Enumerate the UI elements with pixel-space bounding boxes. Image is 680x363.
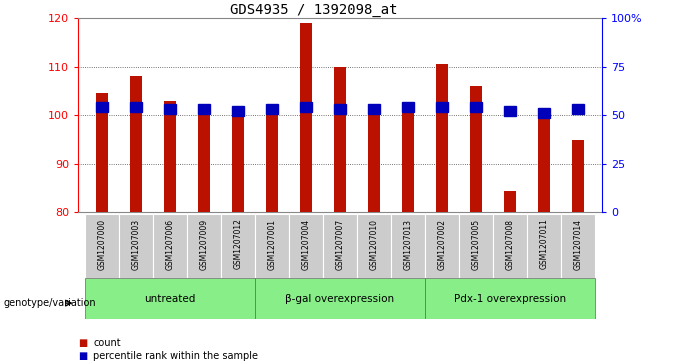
FancyBboxPatch shape xyxy=(255,278,425,319)
FancyBboxPatch shape xyxy=(85,278,255,319)
Text: untreated: untreated xyxy=(144,294,196,303)
Bar xyxy=(470,86,482,212)
Text: GSM1207008: GSM1207008 xyxy=(505,219,515,270)
FancyBboxPatch shape xyxy=(561,214,595,278)
Text: GSM1207011: GSM1207011 xyxy=(539,219,549,269)
Bar xyxy=(368,106,380,212)
Bar xyxy=(402,103,414,212)
FancyBboxPatch shape xyxy=(425,278,595,319)
Text: count: count xyxy=(93,338,121,348)
Bar xyxy=(334,104,346,114)
Bar xyxy=(130,102,142,112)
Bar xyxy=(334,67,346,212)
FancyBboxPatch shape xyxy=(459,214,493,278)
Bar xyxy=(538,108,550,118)
Text: GSM1207010: GSM1207010 xyxy=(369,219,379,270)
FancyBboxPatch shape xyxy=(425,214,459,278)
Bar xyxy=(130,76,142,212)
FancyBboxPatch shape xyxy=(323,214,357,278)
FancyBboxPatch shape xyxy=(357,214,391,278)
Bar xyxy=(436,64,448,212)
Bar xyxy=(266,104,278,114)
Text: GSM1207004: GSM1207004 xyxy=(301,219,311,270)
Bar xyxy=(164,101,176,212)
Text: GSM1207012: GSM1207012 xyxy=(233,219,243,269)
Text: ■: ■ xyxy=(78,351,88,361)
FancyBboxPatch shape xyxy=(119,214,153,278)
Bar xyxy=(266,108,278,212)
Bar xyxy=(300,23,312,212)
Bar xyxy=(96,102,108,112)
Bar xyxy=(402,102,414,112)
Text: GSM1207009: GSM1207009 xyxy=(199,219,209,270)
Bar xyxy=(538,108,550,212)
FancyBboxPatch shape xyxy=(221,214,255,278)
Bar xyxy=(96,93,108,212)
Bar xyxy=(504,106,516,116)
Bar xyxy=(198,115,210,212)
Text: ■: ■ xyxy=(78,338,88,348)
FancyBboxPatch shape xyxy=(527,214,561,278)
FancyBboxPatch shape xyxy=(153,214,187,278)
Text: GSM1207007: GSM1207007 xyxy=(335,219,345,270)
Text: GSM1207006: GSM1207006 xyxy=(165,219,175,270)
Text: GSM1207003: GSM1207003 xyxy=(131,219,141,270)
Bar xyxy=(572,139,584,212)
FancyBboxPatch shape xyxy=(85,214,119,278)
Text: genotype/variation: genotype/variation xyxy=(3,298,96,308)
Bar xyxy=(232,106,244,116)
FancyBboxPatch shape xyxy=(493,214,527,278)
FancyBboxPatch shape xyxy=(255,214,289,278)
FancyBboxPatch shape xyxy=(391,214,425,278)
Text: percentile rank within the sample: percentile rank within the sample xyxy=(93,351,258,361)
Text: GSM1207001: GSM1207001 xyxy=(267,219,277,270)
Bar xyxy=(470,102,482,112)
Text: Pdx-1 overexpression: Pdx-1 overexpression xyxy=(454,294,566,303)
Bar xyxy=(368,104,380,114)
Bar xyxy=(198,104,210,114)
Text: GSM1207013: GSM1207013 xyxy=(403,219,413,270)
Bar xyxy=(436,102,448,112)
Bar xyxy=(232,108,244,212)
Bar xyxy=(504,191,516,212)
Title: GDS4935 / 1392098_at: GDS4935 / 1392098_at xyxy=(230,3,398,17)
Text: β-gal overexpression: β-gal overexpression xyxy=(286,294,394,303)
FancyBboxPatch shape xyxy=(187,214,221,278)
Bar xyxy=(572,104,584,114)
Bar xyxy=(164,104,176,114)
Text: GSM1207014: GSM1207014 xyxy=(573,219,583,270)
FancyBboxPatch shape xyxy=(289,214,323,278)
Text: GSM1207000: GSM1207000 xyxy=(97,219,107,270)
Text: GSM1207005: GSM1207005 xyxy=(471,219,481,270)
Text: GSM1207002: GSM1207002 xyxy=(437,219,447,270)
Bar xyxy=(300,102,312,112)
